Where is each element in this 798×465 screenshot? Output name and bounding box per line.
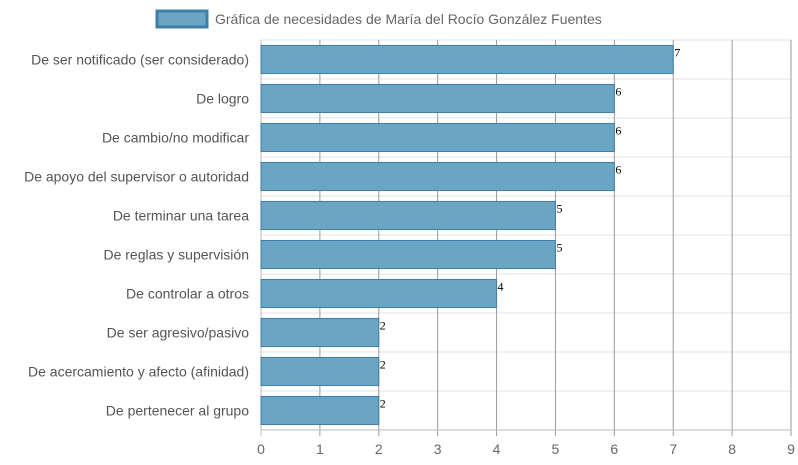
category-label: De acercamiento y afecto (afinidad) [28, 364, 249, 380]
bar[interactable] [260, 239, 556, 270]
data-label: 2 [380, 357, 386, 371]
data-label: 2 [380, 396, 386, 410]
x-tick-label: 6 [610, 441, 618, 457]
category-labels: De ser notificado (ser considerado) De lo… [24, 52, 249, 419]
x-axis-ticks: 0 1 2 3 4 5 6 7 8 9 [257, 441, 795, 457]
data-label: 6 [615, 162, 621, 176]
data-label: 2 [380, 318, 386, 332]
bar[interactable] [260, 200, 556, 231]
bars [260, 44, 674, 426]
category-label: De ser notificado (ser considerado) [31, 52, 249, 68]
x-tick-label: 7 [669, 441, 677, 457]
bar[interactable] [260, 356, 380, 387]
bar[interactable] [260, 83, 615, 114]
data-label: 7 [674, 45, 680, 59]
legend-swatch[interactable] [155, 9, 209, 29]
x-tick-label: 8 [728, 441, 736, 457]
category-label: De pertenecer al grupo [106, 403, 249, 419]
category-label: De reglas y supervisión [103, 247, 249, 263]
bar[interactable] [260, 395, 380, 426]
x-tick-label: 4 [493, 441, 501, 457]
bar[interactable] [260, 122, 615, 153]
category-label: De cambio/no modificar [102, 130, 249, 146]
x-tick-label: 0 [257, 441, 265, 457]
data-label: 4 [498, 279, 504, 293]
data-labels: 7 6 6 6 5 5 4 2 2 2 [380, 45, 680, 410]
legend[interactable]: Gráfica de necesidades de María del Rocí… [155, 9, 602, 29]
x-tick-label: 1 [316, 441, 324, 457]
data-label: 6 [615, 123, 621, 137]
x-tick-label: 9 [787, 441, 795, 457]
category-label: De logro [196, 91, 249, 107]
category-label: De terminar una tarea [113, 208, 249, 224]
data-label: 5 [556, 240, 562, 254]
bar[interactable] [260, 44, 674, 75]
x-tick-label: 3 [434, 441, 442, 457]
bar[interactable] [260, 317, 380, 348]
category-label: De apoyo del supervisor o autoridad [24, 169, 249, 185]
x-tick-label: 2 [375, 441, 383, 457]
bar[interactable] [260, 161, 615, 192]
bar[interactable] [260, 278, 498, 309]
data-label: 6 [615, 84, 621, 98]
category-label: De controlar a otros [126, 286, 249, 302]
data-label: 5 [556, 201, 562, 215]
x-tick-label: 5 [552, 441, 560, 457]
category-label: De ser agresivo/pasivo [107, 325, 250, 341]
legend-label: Gráfica de necesidades de María del Rocí… [215, 11, 602, 27]
